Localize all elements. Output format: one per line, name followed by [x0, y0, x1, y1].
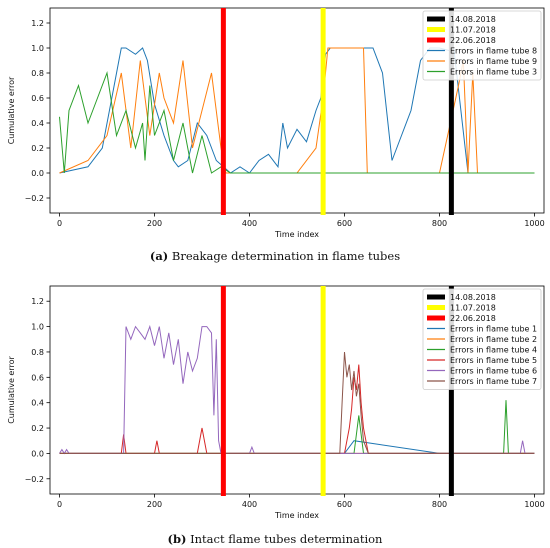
chart-b-series-line-6 — [59, 351, 535, 454]
chart-b-ytick-label-7: 1.0 — [31, 323, 44, 332]
chart-b-xtick-label-5: 800 — [432, 500, 447, 509]
chart-b-xlabel: Time index — [274, 511, 319, 520]
chart-a-caption: (a) Breakage determination in flame tube… — [0, 249, 550, 263]
chart-b-xtick-label-4: 600 — [337, 500, 352, 509]
chart-a-caption-label: (a) — [149, 249, 169, 263]
chart-b-legend-label-9: Errors in flame tube 7 — [450, 377, 537, 386]
chart-a-xtick-label-3: 400 — [242, 219, 257, 228]
chart-a-ytick-label-1: −0.2 — [25, 194, 44, 203]
chart-panel-a: 0 200 400 600 800 1000 −0.2 0.0 0.2 0.4 0.6 0.8 1.0 1… — [0, 0, 550, 272]
chart-b-legend-label-2: 11.07.2018 — [450, 304, 496, 313]
chart-panel-b: 0 200 400 600 800 1000 −0.2 0.0 0.2 0.4 0.6 0.8 1.0 1… — [0, 276, 550, 548]
chart-b-legend-label-5: Errors in flame tube 2 — [450, 335, 537, 344]
chart-b-series-line-5 — [59, 324, 535, 455]
chart-b-ytick-label-5: 0.6 — [31, 373, 44, 382]
chart-a-legend-label-5: Errors in flame tube 9 — [450, 57, 537, 66]
chart-a-xtick-label-6: 1000 — [524, 219, 544, 228]
chart-a-legend-label-1: 14.08.2018 — [450, 15, 496, 24]
chart-b-ytick-label-8: 1.2 — [31, 297, 44, 306]
chart-b-xtick-label-2: 200 — [147, 500, 162, 509]
chart-b-ylabel: Cumulative error — [7, 356, 16, 424]
chart-a-legend-label-4: Errors in flame tube 8 — [450, 47, 537, 56]
chart-b-caption-label: (b) — [167, 532, 187, 546]
chart-b-legend-label-7: Errors in flame tube 5 — [450, 356, 537, 365]
chart-a-xtick-label-5: 800 — [432, 219, 447, 228]
chart-b-legend-label-6: Errors in flame tube 4 — [450, 346, 537, 355]
chart-a-series-line-3 — [59, 71, 535, 174]
chart-a-ytick-label-5: 0.6 — [31, 94, 44, 103]
chart-b-ytick-label-1: −0.2 — [25, 475, 44, 484]
chart-a-ytick-label-2: 0.0 — [31, 169, 44, 178]
chart-b-xtick-label-1: 0 — [57, 500, 62, 509]
chart-a-xtick-label-4: 600 — [337, 219, 352, 228]
chart-b-legend-label-4: Errors in flame tube 1 — [450, 325, 537, 334]
chart-a-legend-label-2: 11.07.2018 — [450, 26, 496, 35]
chart-a-ytick-label-8: 1.2 — [31, 19, 44, 28]
chart-b-legend-label-1: 14.08.2018 — [450, 293, 496, 302]
chart-b-svg: 0 200 400 600 800 1000 −0.2 0.0 0.2 0.4 0.6 0.8 1.0 1… — [7, 285, 545, 520]
chart-b-caption-text: Intact flame tubes determination — [190, 532, 383, 546]
chart-a-ytick-label-7: 1.0 — [31, 44, 44, 53]
chart-b-ytick-label-6: 0.8 — [31, 348, 44, 357]
chart-a-ytick-label-6: 0.8 — [31, 69, 44, 78]
chart-b-ytick-label-4: 0.4 — [31, 399, 44, 408]
chart-a-ytick-label-4: 0.4 — [31, 119, 44, 128]
chart-b-legend-label-8: Errors in flame tube 6 — [450, 367, 537, 376]
chart-b-ytick-label-2: 0.0 — [31, 449, 44, 458]
chart-a-legend-label-3: 22.06.2018 — [450, 36, 496, 45]
chart-a-caption-text: Breakage determination in flame tubes — [171, 249, 401, 263]
chart-a-xlabel: Time index — [274, 230, 319, 239]
chart-b-legend-box — [422, 288, 542, 390]
chart-a-ytick-label-3: 0.2 — [31, 144, 44, 153]
chart-a-legend-box — [422, 10, 542, 81]
chart-b-xtick-label-6: 1000 — [524, 500, 544, 509]
chart-b-legend-label-3: 22.06.2018 — [450, 314, 496, 323]
chart-a-ylabel: Cumulative error — [7, 76, 16, 144]
chart-a-xtick-label-1: 0 — [57, 219, 62, 228]
chart-b-caption: (b) Intact flame tubes determination — [0, 532, 550, 546]
chart-a-svg: 0 200 400 600 800 1000 −0.2 0.0 0.2 0.4 0.6 0.8 1.0 1… — [7, 7, 545, 239]
chart-b-xtick-label-3: 400 — [242, 500, 257, 509]
chart-a-xtick-label-2: 200 — [147, 219, 162, 228]
chart-a-legend-label-6: Errors in flame tube 3 — [450, 68, 537, 77]
chart-b-ytick-label-3: 0.2 — [31, 424, 44, 433]
